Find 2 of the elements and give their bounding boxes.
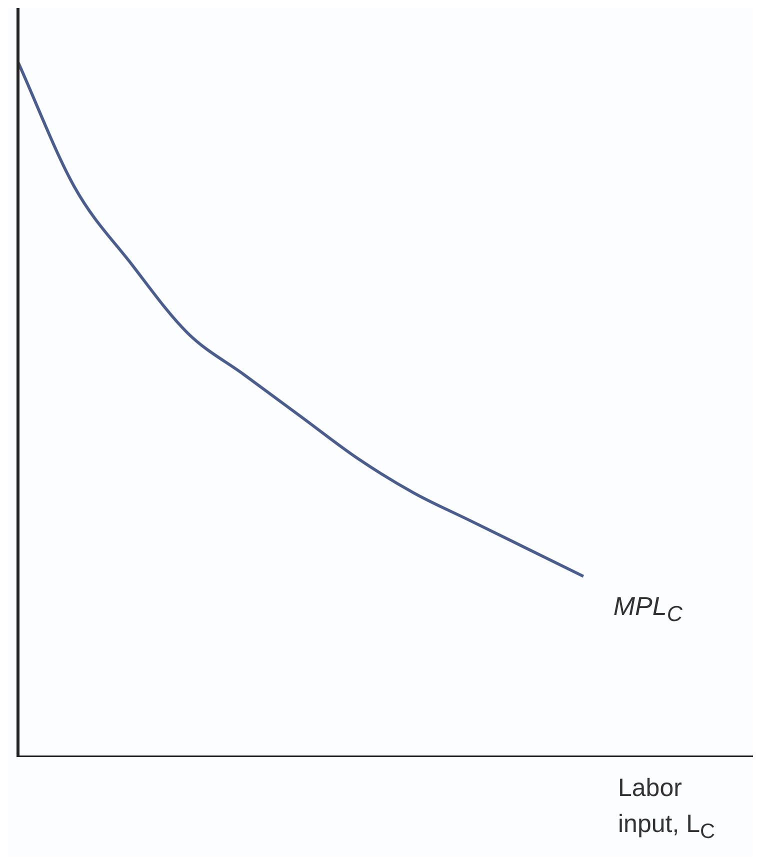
series-label: MPL$_{C}$ [613,591,682,628]
x-axis-title: Labor input, L$_{C}$ [618,773,716,845]
